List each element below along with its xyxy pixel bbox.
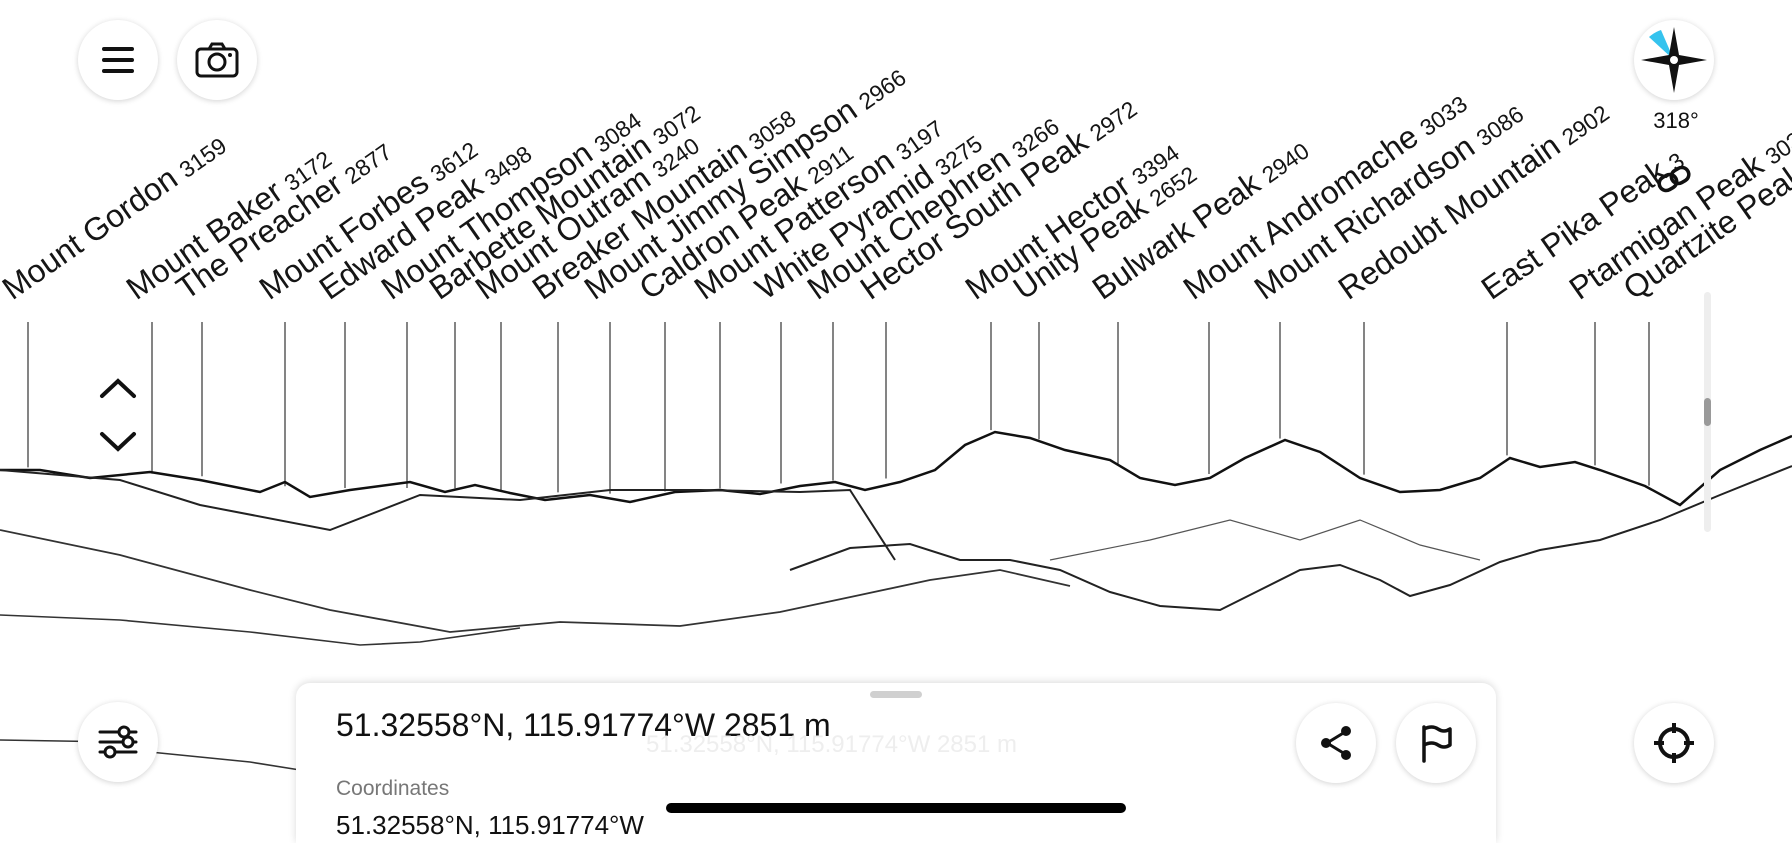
coordinates-value: 51.32558°N, 115.91774°W bbox=[336, 810, 644, 840]
coordinates-label: Coordinates bbox=[336, 777, 450, 800]
link-icon[interactable] bbox=[1652, 159, 1696, 200]
center-ridge bbox=[789, 465, 1792, 612]
foreground-ridge bbox=[0, 529, 1071, 633]
sliders-icon bbox=[98, 725, 138, 759]
chevron-down-icon[interactable] bbox=[98, 430, 138, 454]
valley-line bbox=[1049, 519, 1481, 561]
crosshair-icon bbox=[1654, 723, 1694, 763]
flag-icon bbox=[1422, 725, 1452, 763]
settings-button[interactable] bbox=[78, 702, 158, 782]
locate-button[interactable] bbox=[1634, 703, 1714, 783]
far-ridge bbox=[0, 430, 1792, 507]
menu-icon bbox=[102, 47, 134, 73]
home-indicator[interactable] bbox=[666, 803, 1126, 813]
location-sheet[interactable]: 51.32558°N, 115.91774°W 2851 m 51.32558°… bbox=[296, 683, 1496, 843]
chevron-up-icon[interactable] bbox=[98, 376, 138, 400]
flag-button[interactable] bbox=[1396, 703, 1476, 783]
location-title: 51.32558°N, 115.91774°W 2851 m bbox=[336, 707, 831, 743]
zoom-scroll-thumb[interactable] bbox=[1704, 398, 1711, 426]
camera-icon bbox=[195, 42, 239, 78]
share-icon bbox=[1321, 726, 1351, 760]
location-ghost-title: 51.32558°N, 115.91774°W 2851 m bbox=[646, 731, 1018, 758]
camera-button[interactable] bbox=[177, 20, 257, 100]
compass-heading: 318° bbox=[1653, 108, 1699, 133]
compass-button[interactable] bbox=[1634, 20, 1714, 100]
foreground-slope bbox=[0, 614, 521, 646]
share-button[interactable] bbox=[1296, 703, 1376, 783]
mid-ridge bbox=[0, 469, 896, 561]
menu-button[interactable] bbox=[78, 20, 158, 100]
compass-icon bbox=[1641, 27, 1707, 93]
sheet-handle[interactable] bbox=[870, 691, 922, 698]
